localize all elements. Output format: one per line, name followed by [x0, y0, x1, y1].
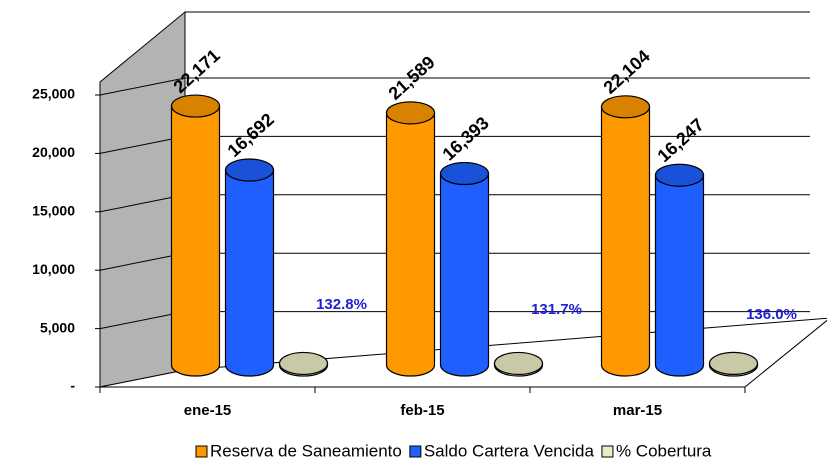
y-tick-label: 5,000: [40, 319, 75, 335]
bar-top: [493, 351, 544, 376]
legend-label: Reserva de Saneamiento: [210, 441, 402, 460]
bar: [600, 106, 651, 377]
bar-top: [600, 95, 651, 119]
legend-swatch: [601, 445, 614, 458]
bar-top: [170, 94, 221, 118]
bar: [170, 105, 221, 377]
legend-swatch: [195, 445, 208, 458]
y-tick-label: 15,000: [32, 203, 75, 219]
value-label: 16,393: [439, 113, 493, 165]
bar-top: [224, 158, 275, 182]
grid-line: [99, 252, 186, 271]
y-tick-label: 10,000: [32, 261, 75, 277]
bar-top: [708, 351, 759, 376]
bar-top: [278, 351, 329, 376]
x-tick-label: ene-15: [184, 402, 232, 419]
value-label: 16,247: [654, 114, 708, 166]
grid-line: [99, 77, 186, 96]
legend-label: % Cobertura: [616, 441, 712, 460]
bar: [385, 112, 436, 377]
grid-line: [99, 135, 186, 154]
grid-line: [99, 311, 186, 330]
x-tick-label: feb-15: [400, 402, 444, 419]
value-label: 22,104: [600, 46, 654, 98]
bar: [224, 169, 275, 377]
bar: [654, 174, 705, 377]
value-label: 131.7%: [531, 301, 582, 318]
grid-line: [99, 194, 186, 213]
value-label: 132.8%: [316, 296, 367, 313]
legend-label: Saldo Cartera Vencida: [424, 441, 595, 460]
y-tick-label: 20,000: [32, 144, 75, 160]
y-tick-label: 25,000: [32, 86, 75, 102]
value-label: 16,692: [224, 109, 278, 161]
x-tick-label: mar-15: [613, 402, 662, 419]
legend-swatch: [409, 445, 422, 458]
bar-top: [654, 163, 705, 187]
value-label: 136.0%: [746, 306, 797, 323]
y-tick-label: -: [70, 378, 75, 394]
bar-top: [439, 161, 490, 186]
bar-top: [385, 101, 436, 125]
bar: [439, 172, 490, 377]
